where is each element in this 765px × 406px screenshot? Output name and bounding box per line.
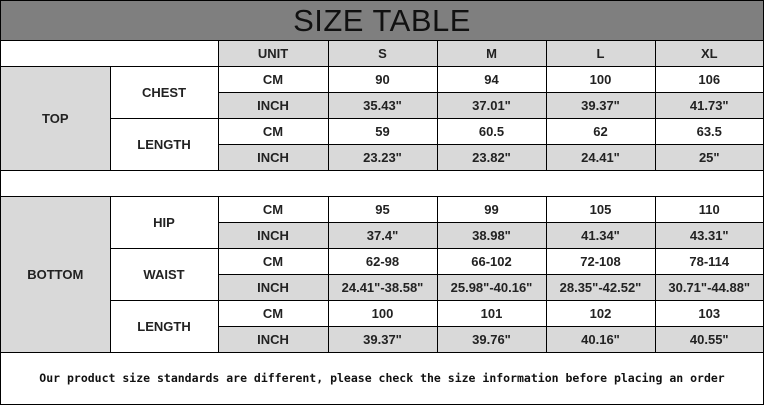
measure-label: HIP	[109, 196, 219, 249]
value-cell: 24.41"	[545, 144, 656, 171]
value-cell: 62	[545, 118, 656, 145]
size-table: UNIT S M L XL TOP CHEST CM 90 94 100 106 INCH 35.43" 3…	[1, 41, 763, 353]
unit-cell: CM	[217, 118, 329, 145]
spacer-row	[1, 170, 763, 197]
table-row: LENGTH CM 59 60.5 62 63.5	[1, 118, 763, 171]
measure-label: CHEST	[109, 66, 219, 119]
section-label: BOTTOM	[1, 196, 111, 353]
value-cell: 39.37"	[327, 326, 438, 353]
value-cell: 40.55"	[654, 326, 763, 353]
table-row: BOTTOM HIP CM 95 99 105 110	[1, 196, 763, 353]
footer-note: Our product size standards are different…	[39, 371, 725, 385]
measure-label: LENGTH	[110, 300, 219, 353]
value-cell: 105	[545, 196, 656, 223]
value-cell: 23.82"	[436, 144, 547, 171]
spacer-cell	[1, 170, 763, 197]
value-cell: 43.31"	[654, 222, 763, 249]
unit-cell: INCH	[218, 222, 329, 249]
value-cell: 72-108	[545, 248, 656, 275]
value-cell: 60.5	[436, 118, 547, 145]
unit-cell: INCH	[218, 326, 329, 353]
header-unit: UNIT	[217, 41, 329, 67]
value-cell: 110	[654, 196, 763, 223]
value-cell: 102	[545, 300, 656, 327]
unit-cell: CM	[217, 196, 329, 223]
table-row: WAIST CM 62-98 66-102 72-108 78-114	[1, 248, 763, 301]
table-row: INCH 24.41"-38.58" 25.98"-40.16" 28.35"-42.…	[1, 274, 763, 301]
value-cell: 37.4"	[327, 222, 438, 249]
value-cell: 100	[327, 300, 438, 327]
value-cell: 25.98"-40.16"	[436, 274, 547, 301]
value-cell: 35.43"	[327, 92, 438, 119]
value-cell: 90	[327, 66, 438, 93]
measure-label: WAIST	[110, 248, 219, 301]
value-cell: 25"	[654, 144, 763, 171]
value-cell: 23.23"	[327, 144, 438, 171]
header-size-l: L	[545, 41, 656, 67]
value-cell: 94	[436, 66, 547, 93]
table-row: TOP CHEST CM 90 94 100 106	[1, 66, 763, 171]
unit-cell: INCH	[218, 144, 329, 171]
value-cell: 38.98"	[436, 222, 547, 249]
value-cell: 40.16"	[545, 326, 656, 353]
value-cell: 103	[654, 300, 763, 327]
unit-cell: INCH	[218, 274, 329, 301]
value-cell: 39.37"	[545, 92, 656, 119]
unit-cell: CM	[217, 66, 329, 93]
header-size-xl: XL	[654, 41, 763, 67]
header-row: UNIT S M L XL	[1, 41, 763, 67]
value-cell: 101	[436, 300, 547, 327]
unit-cell: INCH	[218, 92, 329, 119]
table-row: INCH 39.37" 39.76" 40.16" 40.55"	[1, 326, 763, 353]
header-size-s: S	[327, 41, 438, 67]
value-cell: 59	[327, 118, 438, 145]
value-cell: 39.76"	[436, 326, 547, 353]
value-cell: 100	[545, 66, 656, 93]
section-label: TOP	[1, 66, 111, 171]
measure-label: LENGTH	[110, 118, 219, 171]
value-cell: 66-102	[436, 248, 547, 275]
value-cell: 41.34"	[545, 222, 656, 249]
header-size-m: M	[436, 41, 547, 67]
value-cell: 28.35"-42.52"	[545, 274, 656, 301]
header-blank	[1, 41, 219, 67]
page-title: SIZE TABLE	[1, 1, 763, 41]
value-cell: 106	[654, 66, 763, 93]
value-cell: 30.71"-44.88"	[654, 274, 763, 301]
unit-cell: CM	[217, 248, 329, 275]
value-cell: 95	[327, 196, 438, 223]
value-cell: 24.41"-38.58"	[327, 274, 438, 301]
value-cell: 41.73"	[654, 92, 763, 119]
value-cell: 37.01"	[436, 92, 547, 119]
value-cell: 99	[436, 196, 547, 223]
value-cell: 78-114	[654, 248, 763, 275]
unit-cell: CM	[217, 300, 329, 327]
value-cell: 62-98	[327, 248, 438, 275]
value-cell: 63.5	[654, 118, 763, 145]
table-row: LENGTH CM 100 101 102 103	[1, 300, 763, 353]
